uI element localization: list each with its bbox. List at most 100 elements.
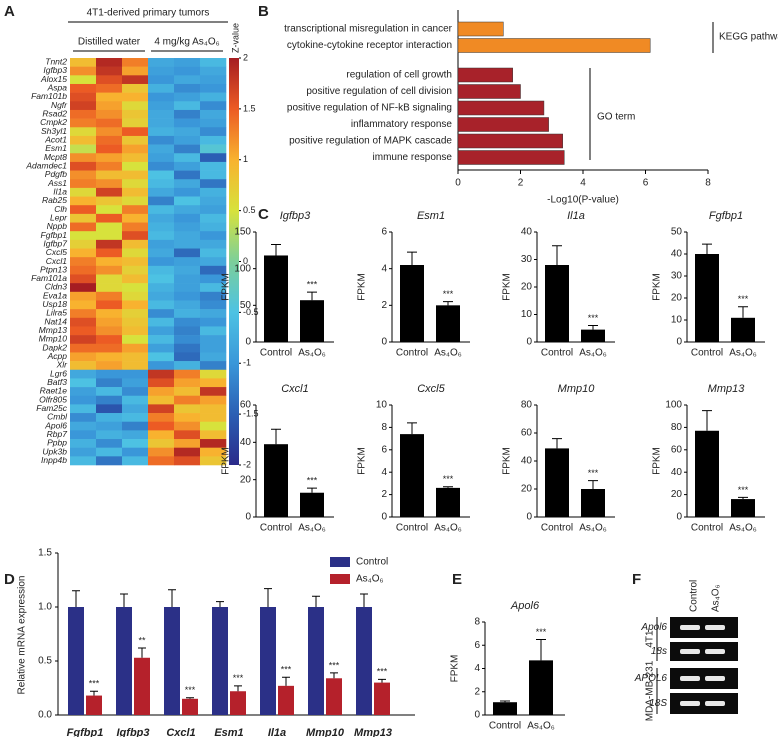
- heatmap-cell: [70, 309, 97, 319]
- gene-label: Cmpk2: [40, 117, 67, 127]
- heatmap-cell: [70, 335, 97, 345]
- error-bar: [312, 595, 320, 607]
- x-tick-label: Control: [260, 348, 292, 359]
- heatmap-cell: [70, 395, 97, 405]
- heatmap-cell: [200, 161, 227, 171]
- error-bar: [138, 647, 146, 658]
- gene-label: Sh3yl1: [41, 126, 67, 136]
- gene-label: Esm1: [45, 143, 67, 153]
- heatmap-cell: [200, 127, 227, 137]
- colorbar-tick-label: 1: [243, 154, 248, 164]
- heatmap-cell: [96, 317, 123, 327]
- heatmap-cell: [174, 291, 201, 301]
- heatmap-cell: [174, 83, 201, 93]
- legend-swatch: [330, 557, 350, 567]
- gene-label: Il1a: [53, 186, 67, 196]
- heatmap-cell: [96, 92, 123, 102]
- heatmap-cell: [174, 439, 201, 448]
- heatmap-cell: [122, 257, 149, 267]
- heatmap-cell: [174, 274, 201, 284]
- heatmap-cell: [122, 447, 149, 457]
- y-axis-label: FPKM: [652, 273, 663, 301]
- y-tick-label: 40: [671, 249, 683, 260]
- heatmap-cell: [200, 456, 227, 466]
- heatmap-cell: [96, 283, 123, 293]
- error-bar: [271, 428, 281, 445]
- heatmap-cell: [96, 361, 123, 371]
- heatmap-cell: [96, 231, 123, 241]
- bar: [529, 660, 553, 715]
- bar: [374, 682, 390, 715]
- heatmap-cell: [200, 265, 227, 275]
- y-tick-label: 20: [671, 293, 683, 304]
- bar: [182, 698, 198, 715]
- error-bar: [443, 301, 453, 306]
- gene-label: Tnnt2: [45, 57, 67, 67]
- y-tick-label: 6: [381, 444, 387, 455]
- error-bar: [588, 325, 598, 330]
- heatmap-cell: [122, 144, 149, 154]
- y-tick-label: 20: [671, 489, 683, 500]
- heatmap-cell: [122, 430, 149, 440]
- x-tick-label: Control: [541, 348, 573, 359]
- heatmap-cell: [70, 248, 97, 258]
- y-tick-label: 100: [234, 263, 251, 274]
- heatmap-cell: [200, 387, 227, 397]
- heatmap-cell: [200, 343, 227, 353]
- heatmap-cell: [148, 222, 175, 232]
- bar: [116, 607, 132, 715]
- heatmap-cell: [122, 309, 149, 319]
- panel-label: E: [452, 571, 462, 588]
- bar: [356, 607, 372, 715]
- x-tick-label: Control: [541, 523, 573, 534]
- significance: ***: [185, 685, 196, 695]
- significance: ***: [307, 280, 318, 290]
- heatmap-cell: [70, 369, 97, 379]
- heatmap-cell: [96, 456, 123, 466]
- heatmap-cell: [122, 265, 149, 275]
- y-axis-label: FPKM: [357, 447, 368, 475]
- heatmap-cell: [174, 66, 201, 76]
- y-tick-label: 0: [245, 512, 251, 523]
- heatmap-cell: [200, 135, 227, 145]
- heatmap-cell: [96, 58, 123, 67]
- heatmap-cell: [96, 118, 123, 128]
- bar: [545, 265, 569, 342]
- gene-label: Nat14: [44, 316, 67, 326]
- gene-label: Nppb: [47, 221, 68, 231]
- colorbar: [229, 58, 239, 465]
- heatmap-cell: [122, 58, 149, 67]
- heatmap-cell: [96, 179, 123, 189]
- heatmap-cell: [96, 205, 123, 215]
- heatmap-cell: [122, 66, 149, 76]
- heatmap-cell: [174, 222, 201, 232]
- heatmap-cell: [200, 75, 227, 85]
- heatmap-cell: [148, 326, 175, 336]
- y-tick-label: 8: [381, 422, 387, 433]
- heatmap-cell: [148, 274, 175, 284]
- significance: ***: [443, 474, 454, 484]
- heatmap-cell: [70, 326, 97, 336]
- lane-label: As₄O₆: [711, 584, 722, 612]
- heatmap-cell: [174, 101, 201, 111]
- heatmap-cell: [148, 378, 175, 388]
- heatmap-cell: [122, 300, 149, 310]
- bar: [400, 265, 424, 342]
- heatmap-cell: [96, 222, 123, 232]
- heatmap-cell: [174, 387, 201, 397]
- gel-image: [670, 617, 738, 638]
- chart-title: Fgfbp1: [709, 210, 743, 222]
- heatmap-cell: [174, 456, 201, 466]
- heatmap-cell: [200, 170, 227, 180]
- chart-title: Cxcl5: [417, 383, 445, 395]
- heatmap-cell: [200, 239, 227, 249]
- heatmap-cell: [148, 369, 175, 379]
- heatmap-cell: [70, 83, 97, 93]
- y-tick-label: 10: [671, 315, 683, 326]
- heatmap-cell: [174, 135, 201, 145]
- heatmap-cell: [174, 187, 201, 197]
- chart-title: Cxcl1: [281, 383, 309, 395]
- heatmap-cell: [148, 118, 175, 128]
- heatmap-cell: [174, 326, 201, 336]
- heatmap-cell: [122, 109, 149, 119]
